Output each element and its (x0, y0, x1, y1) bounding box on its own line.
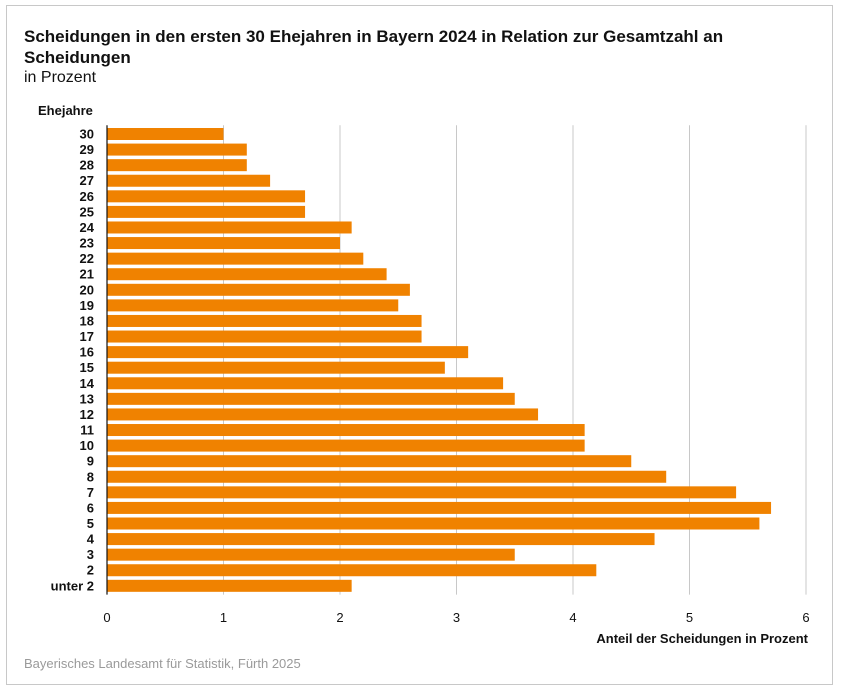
x-tick-label: 5 (686, 610, 693, 625)
bar (107, 268, 387, 281)
chart-title: Scheidungen in den ersten 30 Ehejahren i… (24, 27, 724, 67)
x-axis-label: Anteil der Scheidungen in Prozent (596, 631, 808, 646)
y-tick-label: unter 2 (51, 578, 94, 593)
y-tick-label: 3 (87, 547, 94, 562)
x-tick-label: 4 (569, 610, 576, 625)
bar (107, 190, 306, 203)
bar (107, 221, 352, 234)
bar (107, 314, 422, 327)
y-tick-label: 6 (87, 500, 94, 515)
y-tick-label: 29 (80, 142, 94, 157)
bar (107, 517, 760, 530)
y-tick-label: 15 (80, 360, 94, 375)
bar (107, 455, 632, 468)
y-tick-label: 12 (80, 407, 94, 422)
y-tick-label: 24 (80, 220, 95, 235)
bar (107, 424, 585, 437)
bar (107, 486, 737, 499)
bar (107, 299, 399, 312)
bar (107, 501, 772, 514)
chart-subtitle: in Prozent (24, 69, 97, 86)
y-tick-label: 8 (87, 469, 94, 484)
y-tick-label: 22 (80, 251, 94, 266)
bar (107, 392, 515, 405)
bar (107, 128, 224, 140)
y-tick-label: 19 (80, 298, 94, 313)
x-tick-label: 3 (453, 610, 460, 625)
y-tick-label: 16 (80, 345, 94, 360)
y-tick-label: 20 (80, 282, 94, 297)
bar (107, 408, 539, 421)
bar (107, 579, 352, 592)
y-tick-label: 25 (80, 204, 94, 219)
y-tick-label: 11 (80, 423, 94, 438)
bar (107, 346, 469, 359)
bar (107, 174, 271, 187)
x-tick-label: 1 (220, 610, 227, 625)
bar (107, 283, 410, 296)
y-tick-label: 27 (80, 173, 94, 188)
y-tick-label: 2 (87, 563, 94, 578)
bar (107, 252, 364, 265)
y-tick-label: 9 (87, 454, 94, 469)
y-tick-label: 18 (80, 313, 94, 328)
y-tick-label: 5 (87, 516, 94, 531)
y-tick-label: 26 (80, 189, 94, 204)
bar (107, 564, 597, 577)
y-axis-label: Ehejahre (38, 103, 93, 118)
y-tick-label: 13 (80, 391, 94, 406)
x-tick-label: 6 (802, 610, 809, 625)
y-tick-label: 4 (87, 532, 95, 547)
y-tick-label: 7 (87, 485, 94, 500)
bar (107, 548, 515, 561)
y-tick-label: 17 (80, 329, 94, 344)
bar (107, 470, 667, 483)
x-tick-label: 0 (103, 610, 110, 625)
y-tick-label: 10 (80, 438, 94, 453)
bar (107, 533, 655, 546)
y-tick-label: 23 (80, 236, 94, 251)
bar (107, 143, 247, 156)
y-tick-label: 28 (80, 158, 94, 173)
bar (107, 237, 340, 250)
bar (107, 361, 445, 374)
bar (107, 330, 422, 343)
source-note: Bayerisches Landesamt für Statistik, Für… (24, 656, 301, 671)
bar (107, 377, 504, 390)
bar (107, 159, 247, 172)
y-tick-label: 21 (80, 267, 94, 282)
x-tick-label: 2 (336, 610, 343, 625)
y-tick-label: 14 (80, 376, 95, 391)
bar (107, 439, 585, 452)
bar (107, 205, 306, 218)
y-tick-label: 30 (80, 127, 94, 142)
